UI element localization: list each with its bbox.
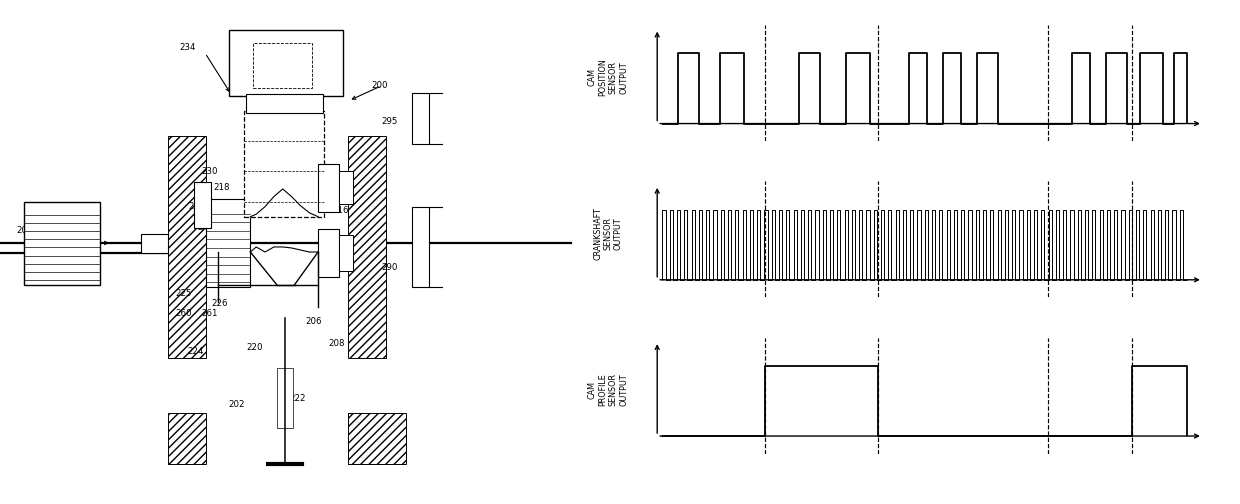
Bar: [347, 413, 407, 464]
Bar: [347, 413, 386, 464]
Bar: [277, 368, 294, 428]
Text: 261: 261: [201, 309, 218, 318]
Text: 214: 214: [321, 187, 337, 196]
Text: 212: 212: [311, 168, 327, 177]
Text: 224: 224: [187, 347, 203, 356]
Text: 290: 290: [382, 263, 398, 272]
Text: 206: 206: [16, 226, 33, 235]
Text: 285: 285: [188, 202, 205, 211]
Bar: [317, 229, 339, 277]
Bar: [195, 182, 211, 228]
Bar: [167, 136, 206, 358]
Text: 220: 220: [247, 343, 263, 352]
Bar: [339, 171, 353, 204]
Text: 230: 230: [201, 167, 218, 176]
Text: 245: 245: [197, 223, 213, 232]
Text: 226: 226: [211, 299, 227, 308]
Text: 206: 206: [305, 317, 321, 326]
Bar: [167, 413, 206, 464]
Text: 200: 200: [371, 81, 388, 90]
Bar: [247, 94, 322, 113]
Bar: [228, 30, 343, 96]
Bar: [339, 235, 353, 271]
Text: 222: 222: [290, 394, 306, 403]
Text: 232: 232: [275, 167, 293, 176]
Text: 218: 218: [213, 183, 229, 192]
Bar: [244, 111, 324, 217]
Text: CAM
PROFILE
SENSOR
OUTPUT: CAM PROFILE SENSOR OUTPUT: [588, 373, 629, 406]
Bar: [412, 93, 429, 144]
Text: 202: 202: [228, 400, 246, 409]
Bar: [253, 43, 312, 88]
Text: CAM
POSITION
SENSOR
OUTPUT: CAM POSITION SENSOR OUTPUT: [588, 58, 629, 96]
Text: 216: 216: [332, 206, 350, 215]
Bar: [24, 202, 100, 285]
Bar: [412, 207, 429, 287]
Bar: [206, 199, 250, 287]
Text: 228: 228: [264, 196, 280, 205]
Text: CRANKSHAFT
SENSOR
OUTPUT: CRANKSHAFT SENSOR OUTPUT: [593, 207, 622, 260]
Text: 234: 234: [180, 43, 196, 52]
Text: 295: 295: [382, 117, 398, 127]
Text: 236: 236: [233, 43, 249, 52]
Text: 260: 260: [176, 309, 192, 318]
Text: 225: 225: [176, 289, 192, 298]
Bar: [141, 234, 167, 253]
Bar: [347, 136, 386, 358]
Text: 208: 208: [329, 339, 345, 348]
Bar: [317, 164, 339, 212]
